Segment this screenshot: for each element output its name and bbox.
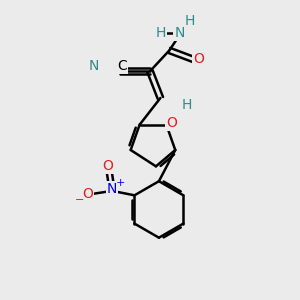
Text: H: H <box>185 14 195 28</box>
Text: O: O <box>82 187 93 201</box>
Text: N: N <box>107 182 117 197</box>
Text: H: H <box>182 98 192 112</box>
Text: N: N <box>175 26 185 40</box>
Text: H: H <box>155 26 166 40</box>
Text: O: O <box>166 116 177 130</box>
Text: O: O <box>102 159 113 172</box>
Text: +: + <box>116 178 125 188</box>
Text: O: O <box>193 52 204 66</box>
Text: −: − <box>75 195 84 206</box>
Text: N: N <box>88 59 99 73</box>
Text: C: C <box>117 59 127 73</box>
